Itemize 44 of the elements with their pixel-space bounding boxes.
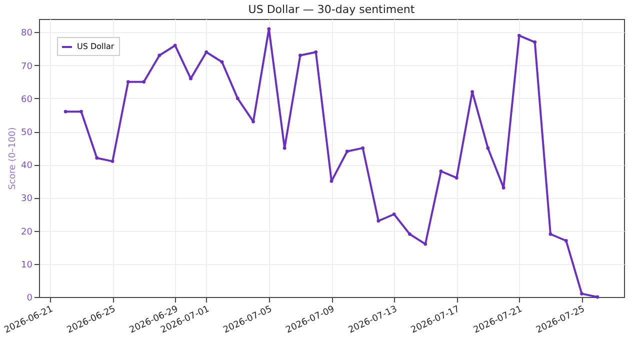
point [486,146,490,150]
point [173,44,177,48]
point [95,156,99,160]
point [204,50,208,54]
y-tick-label: 20 [21,227,33,238]
point [236,96,240,100]
point [64,110,68,114]
point [80,110,83,114]
point [376,219,380,223]
point [126,80,130,84]
point [564,239,568,242]
point [533,40,537,44]
y-tick-label: 40 [21,161,33,172]
chart-title: US Dollar — 30-day sentiment [248,3,416,16]
point [314,50,318,54]
y-tick-label: 10 [21,260,33,270]
point [596,295,600,299]
point [502,186,506,190]
y-tick-label: 50 [21,128,33,138]
point [267,27,271,31]
legend-label: US Dollar [77,42,115,51]
y-tick-label: 30 [21,194,33,204]
point [220,60,224,64]
point [580,292,584,296]
y-tick-label: 80 [21,28,33,39]
point [408,232,412,236]
y-tick-label: 70 [21,62,33,72]
point [548,232,552,236]
y-tick-label: 60 [21,94,33,105]
y-tick-label: 0 [26,294,33,304]
point [142,80,146,84]
point [158,54,162,58]
point [330,179,334,183]
point [361,146,365,150]
point [298,54,302,58]
point [454,176,458,180]
point [517,34,521,38]
point [110,160,114,164]
y-axis-title: Score (0–100) [8,127,18,190]
point [392,212,396,216]
point [424,242,428,246]
point [345,150,349,154]
point [439,170,443,173]
point [282,146,286,150]
